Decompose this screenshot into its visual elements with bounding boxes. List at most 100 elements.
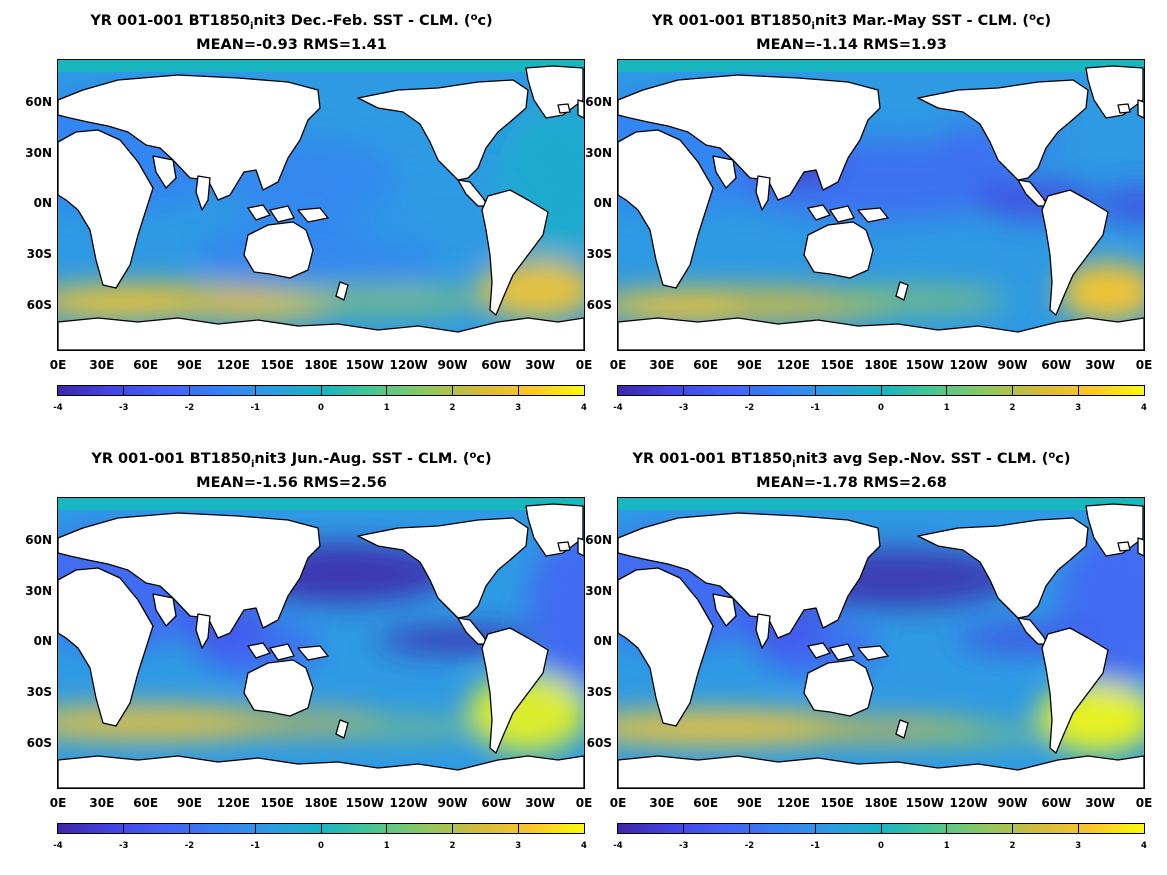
x-tick-label: 90W <box>437 796 468 810</box>
anomaly-region <box>908 724 1048 744</box>
land-mass <box>1117 541 1131 552</box>
colorbar-tick <box>123 824 125 833</box>
x-tick-label: 120E <box>216 796 250 810</box>
land-mass <box>243 221 314 279</box>
colorbar-tick <box>320 824 322 833</box>
colorbar-tick-label: 2 <box>1009 841 1016 851</box>
y-tick-label: 60S <box>26 736 52 750</box>
colorbar-tick <box>946 824 948 833</box>
colorbar-tick-label: 0 <box>318 841 324 851</box>
land-mass <box>917 517 1089 619</box>
x-tick-label: 30W <box>525 358 556 372</box>
land-mass <box>195 613 211 649</box>
x-tick-label: 120W <box>389 358 428 372</box>
x-tick-label: 60E <box>693 358 719 372</box>
colorbar-tick-label: 1 <box>383 841 390 851</box>
colorbar-tick <box>1077 824 1079 833</box>
land-mass <box>152 155 177 189</box>
colorbar-tick <box>1012 386 1013 395</box>
land-mass <box>481 189 549 316</box>
y-tick-label: 0N <box>33 634 52 648</box>
arctic-band <box>58 60 584 72</box>
x-tick-label: 180E <box>304 358 338 372</box>
x-tick-label: 120W <box>389 796 428 810</box>
colorbar-tick-label: -3 <box>679 841 689 851</box>
land-mass <box>618 129 714 289</box>
panel-stats: MEAN=-1.56 RMS=2.56 <box>196 475 387 491</box>
colorbar-tick <box>683 824 685 833</box>
y-tick-label: 60N <box>25 95 52 109</box>
colorbar-tick <box>452 386 453 395</box>
x-tick-label: 150W <box>345 796 384 810</box>
y-tick-label: 0N <box>593 196 612 210</box>
x-tick-label: 180E <box>864 796 898 810</box>
colorbar-tick-label: -1 <box>250 403 260 413</box>
land-mass <box>712 155 737 189</box>
land-mass <box>357 517 529 619</box>
x-tick-label: 30W <box>525 796 556 810</box>
y-tick-label: 30S <box>26 685 52 699</box>
colorbar-tick-label: 4 <box>581 841 587 851</box>
land-mass <box>917 79 1089 181</box>
land-mass <box>357 79 529 181</box>
anomaly-region <box>618 298 738 322</box>
colorbar-tick-label: 3 <box>1075 841 1082 851</box>
colorbar-tick-label: 3 <box>1075 403 1082 413</box>
panel-mam: YR 001-001 BT1850init3 Mar.-May SST - CL… <box>560 0 1152 437</box>
land-mass <box>247 642 271 659</box>
colorbar-tick <box>320 386 322 395</box>
x-tick-label: 30W <box>1085 796 1116 810</box>
colorbar-tick-label: 2 <box>449 403 456 413</box>
panel-title: YR 001-001 BT1850init3 Jun.-Aug. SST - C… <box>91 450 492 470</box>
anomaly-region <box>58 291 198 319</box>
map-svg <box>618 60 1144 350</box>
colorbar-tick <box>946 386 948 395</box>
land-mass <box>618 74 881 201</box>
land-mass <box>895 719 909 739</box>
colorbar-tick <box>1077 386 1079 395</box>
land-mass <box>269 205 295 223</box>
colorbar-tick <box>814 824 816 833</box>
y-tick-label: 30S <box>26 247 52 261</box>
x-tick-label: 0E <box>1135 358 1153 372</box>
colorbar-tick-label: 0 <box>878 841 884 851</box>
land-mass <box>618 755 1144 788</box>
land-mass <box>1137 537 1144 557</box>
land-mass <box>58 74 321 201</box>
panel-djf: YR 001-001 BT1850init3 Dec.-Feb. SST - C… <box>0 0 592 437</box>
colorbar-tick <box>254 386 256 395</box>
x-tick-label: 90E <box>177 796 202 810</box>
y-tick-label: 30N <box>25 584 52 598</box>
colorbar-tick-label: -2 <box>744 841 755 851</box>
land-mass <box>58 317 584 350</box>
colorbar-tick-label: 3 <box>515 841 522 851</box>
x-tick-label: 150E <box>260 796 294 810</box>
colorbar-tick-label: -1 <box>810 403 820 413</box>
land-mass <box>58 512 321 639</box>
colorbar-tick <box>683 386 685 395</box>
colorbar-tick <box>749 386 750 395</box>
land-mass <box>1117 103 1131 114</box>
colorbar-tick <box>189 386 190 395</box>
y-tick-label: 30N <box>25 146 52 160</box>
land-mass <box>152 593 177 627</box>
colorbar-tick-label: -4 <box>53 403 63 413</box>
x-tick-label: 120W <box>949 358 988 372</box>
x-tick-label: 30W <box>1085 358 1116 372</box>
land-mass <box>557 541 571 552</box>
land-mass <box>857 645 889 661</box>
colorbar-tick <box>386 386 388 395</box>
colorbar-tick <box>123 386 125 395</box>
land-mass <box>195 175 211 211</box>
x-tick-label: 60E <box>133 358 159 372</box>
land-mass <box>857 207 889 223</box>
sst-anomaly-map <box>617 497 1145 789</box>
land-mass <box>807 642 831 659</box>
x-tick-label: 0E <box>1135 796 1153 810</box>
y-tick-label: 30S <box>586 685 612 699</box>
x-tick-label: 0E <box>609 796 627 810</box>
anomaly-region <box>338 718 478 738</box>
colorbar-tick <box>189 824 190 833</box>
y-tick-label: 30N <box>585 584 612 598</box>
y-tick-label: 0N <box>593 634 612 648</box>
